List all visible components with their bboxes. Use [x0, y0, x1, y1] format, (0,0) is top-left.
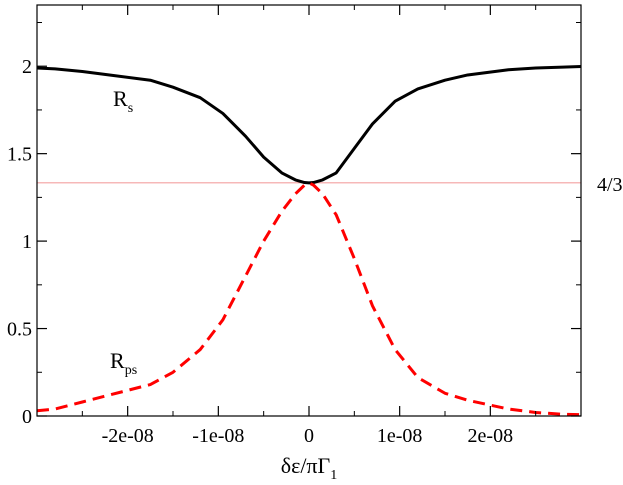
- x-tick-label: 0: [304, 425, 314, 447]
- y-tick-label: 0.5: [7, 319, 32, 341]
- x-axis-title-subscript: 1: [330, 468, 337, 483]
- series-label-subscript: s: [128, 101, 133, 116]
- series-label-rps: Rps: [110, 348, 137, 378]
- reference-line-label: 4/3: [597, 174, 623, 196]
- x-tick-label: -2e-08: [102, 425, 154, 447]
- series-line-rs: [36, 65, 582, 185]
- x-tick-label: 2e-08: [468, 425, 514, 447]
- x-axis-title: δε/πΓ1: [281, 453, 338, 483]
- series-line-rps: [36, 181, 582, 417]
- series-label-subscript: ps: [125, 363, 137, 378]
- series-label-rs: Rs: [113, 86, 133, 116]
- series-label-main: R: [110, 348, 125, 373]
- ticks-layer: -2e-08 -1e-08 0 1e-08 2e-08 0 0.5 1 1.5 2: [7, 5, 581, 447]
- x-tick-label: 1e-08: [377, 425, 423, 447]
- y-tick-label: 2: [22, 56, 32, 78]
- series-label-main: R: [113, 86, 128, 111]
- series-layer: [36, 65, 582, 417]
- y-tick-label: 1.5: [7, 144, 32, 166]
- x-tick-label: -1e-08: [192, 425, 244, 447]
- x-axis-title-main: δε/πΓ: [281, 453, 331, 478]
- y-tick-label: 0: [22, 406, 32, 428]
- y-tick-label: 1: [22, 231, 32, 253]
